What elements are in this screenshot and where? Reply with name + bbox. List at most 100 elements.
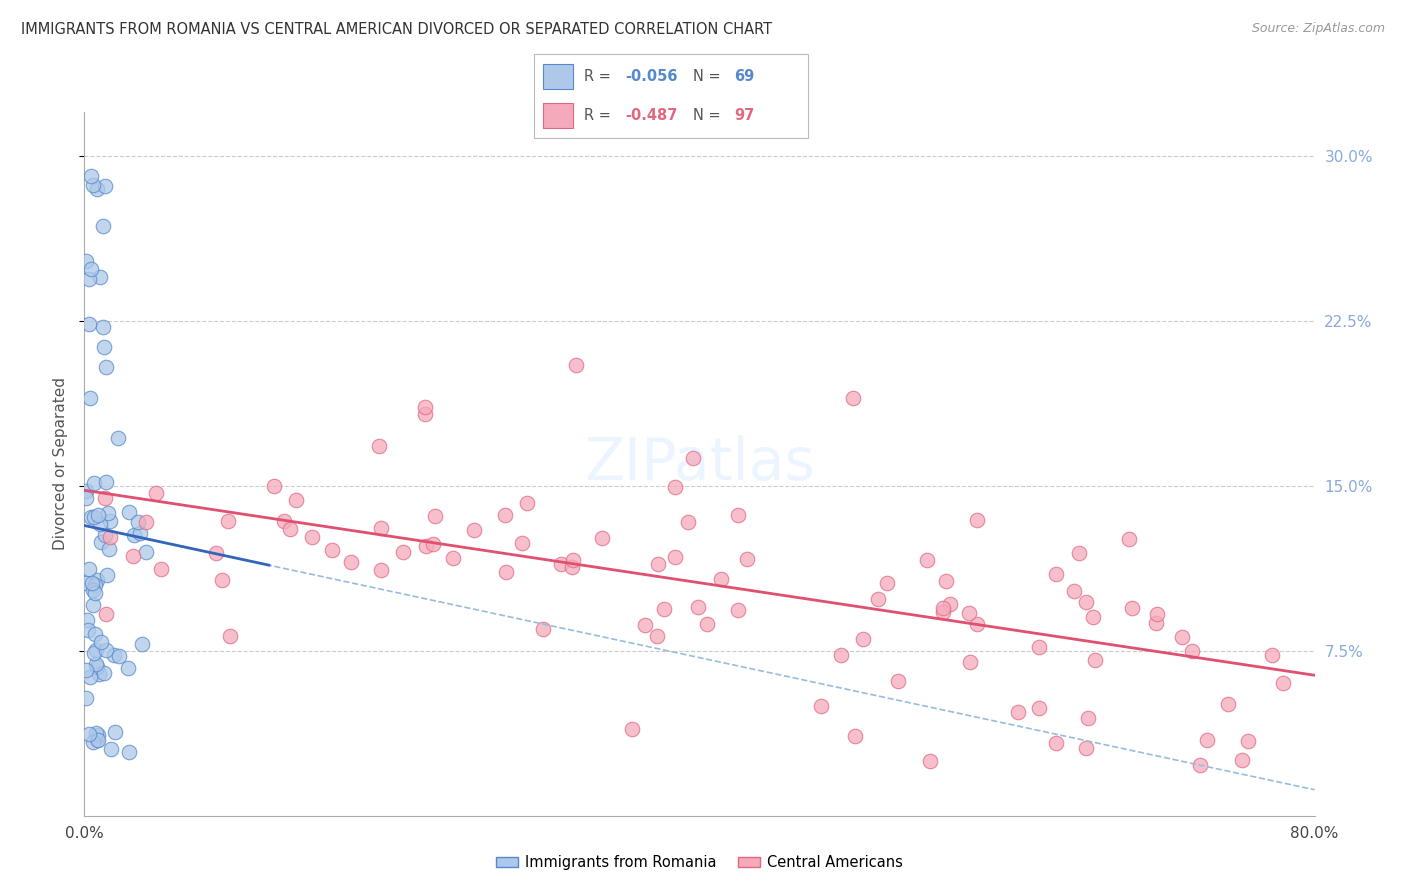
Point [516,496,538,510]
Point [868,592,890,607]
Point [844,730,866,744]
Point [422,537,444,551]
Point [86,181,108,195]
Point [84,586,107,600]
Point [91,320,114,334]
Point [96,607,118,621]
Point [1067,546,1090,560]
Point [1197,732,1219,747]
Point [1171,630,1194,644]
Point [128,525,150,540]
FancyBboxPatch shape [534,54,808,138]
Point [75,691,97,706]
Text: -0.056: -0.056 [624,69,678,84]
Point [1118,532,1140,546]
Point [1028,700,1050,714]
Point [150,562,173,576]
Point [301,530,323,544]
Point [339,555,361,569]
Point [98,542,121,557]
Point [94,178,117,193]
Point [1121,601,1143,615]
Point [664,550,686,565]
Point [77,623,100,637]
Point [98,514,121,528]
Point [98,530,121,544]
Point [94,359,117,374]
Point [735,551,758,566]
Point [86,573,108,587]
Point [664,480,686,494]
Point [84,643,107,657]
Point [1216,697,1239,711]
Point [966,616,988,631]
Point [1074,595,1097,609]
Point [122,527,145,541]
Point [1188,758,1211,772]
Point [83,627,105,641]
Point [852,632,875,646]
Point [1144,616,1167,631]
Legend: Immigrants from Romania, Central Americans: Immigrants from Romania, Central America… [489,849,910,876]
Point [79,509,101,524]
Point [887,673,910,688]
Point [561,553,583,567]
Point [413,400,436,414]
Point [96,567,118,582]
Point [82,178,104,193]
Y-axis label: Divorced or Separated: Divorced or Separated [52,377,67,550]
Point [89,516,111,531]
Point [108,648,131,663]
Point [87,733,110,747]
Point [1261,648,1284,662]
Point [94,643,117,657]
Point [842,391,865,405]
Point [510,535,533,549]
Point [652,602,675,616]
Point [647,629,669,643]
Point [93,666,115,681]
Point [413,407,436,421]
Text: N =: N = [693,108,725,123]
Point [76,613,98,627]
Text: R =: R = [583,69,616,84]
Text: 69: 69 [734,69,755,84]
Point [75,484,97,499]
Point [86,732,108,747]
Point [100,742,122,756]
Point [682,450,704,465]
Text: IMMIGRANTS FROM ROMANIA VS CENTRAL AMERICAN DIVORCED OR SEPARATED CORRELATION CH: IMMIGRANTS FROM ROMANIA VS CENTRAL AMERI… [21,22,772,37]
Point [86,660,108,674]
Point [135,545,157,559]
Point [87,667,110,681]
Point [107,431,129,445]
Point [561,559,583,574]
Point [79,727,101,741]
Text: 97: 97 [734,108,755,123]
Point [1237,734,1260,748]
Point [77,317,100,331]
Point [75,576,97,591]
Text: N =: N = [693,69,725,84]
Point [959,655,981,669]
Point [1084,653,1107,667]
Point [932,600,955,615]
Point [463,523,485,537]
Point [550,557,572,571]
Point [77,562,100,576]
Point [647,557,669,571]
Point [117,505,139,519]
Point [131,636,153,650]
Point [494,508,516,523]
Point [94,491,117,506]
Point [75,491,97,505]
Point [79,670,101,684]
Point [1063,583,1085,598]
Point [392,545,415,559]
Point [917,553,939,567]
Point [82,575,104,590]
Point [87,728,110,742]
Point [591,531,613,545]
Point [204,546,226,560]
Point [103,648,125,662]
